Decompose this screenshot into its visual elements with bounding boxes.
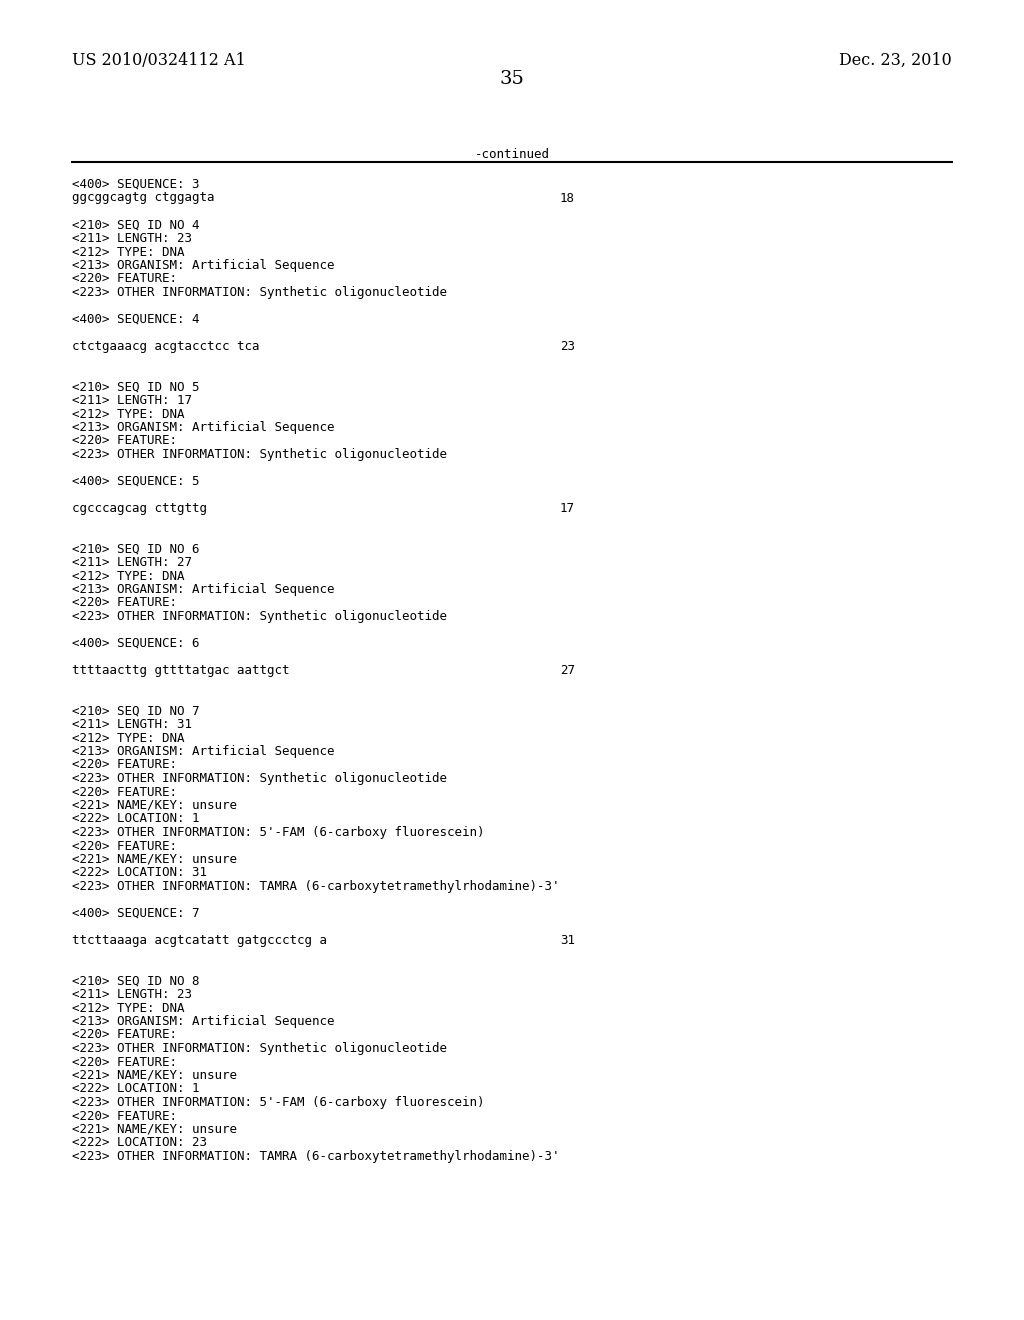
Text: <222> LOCATION: 23: <222> LOCATION: 23: [72, 1137, 207, 1150]
Text: <223> OTHER INFORMATION: Synthetic oligonucleotide: <223> OTHER INFORMATION: Synthetic oligo…: [72, 286, 447, 300]
Text: <223> OTHER INFORMATION: 5'-FAM (6-carboxy fluorescein): <223> OTHER INFORMATION: 5'-FAM (6-carbo…: [72, 1096, 484, 1109]
Text: <223> OTHER INFORMATION: Synthetic oligonucleotide: <223> OTHER INFORMATION: Synthetic oligo…: [72, 610, 447, 623]
Text: <222> LOCATION: 1: <222> LOCATION: 1: [72, 1082, 200, 1096]
Text: <211> LENGTH: 23: <211> LENGTH: 23: [72, 232, 193, 246]
Text: <221> NAME/KEY: unsure: <221> NAME/KEY: unsure: [72, 799, 237, 812]
Text: 23: 23: [560, 341, 575, 352]
Text: US 2010/0324112 A1: US 2010/0324112 A1: [72, 51, 246, 69]
Text: <220> FEATURE:: <220> FEATURE:: [72, 840, 177, 853]
Text: 17: 17: [560, 502, 575, 515]
Text: ttttaacttg gttttatgac aattgct: ttttaacttg gttttatgac aattgct: [72, 664, 290, 677]
Text: <220> FEATURE:: <220> FEATURE:: [72, 272, 177, 285]
Text: 18: 18: [560, 191, 575, 205]
Text: <213> ORGANISM: Artificial Sequence: <213> ORGANISM: Artificial Sequence: [72, 1015, 335, 1028]
Text: <212> TYPE: DNA: <212> TYPE: DNA: [72, 569, 184, 582]
Text: 27: 27: [560, 664, 575, 677]
Text: <210> SEQ ID NO 7: <210> SEQ ID NO 7: [72, 705, 200, 718]
Text: <213> ORGANISM: Artificial Sequence: <213> ORGANISM: Artificial Sequence: [72, 744, 335, 758]
Text: <210> SEQ ID NO 6: <210> SEQ ID NO 6: [72, 543, 200, 556]
Text: 35: 35: [500, 70, 524, 88]
Text: <211> LENGTH: 17: <211> LENGTH: 17: [72, 393, 193, 407]
Text: <210> SEQ ID NO 4: <210> SEQ ID NO 4: [72, 219, 200, 231]
Text: <223> OTHER INFORMATION: Synthetic oligonucleotide: <223> OTHER INFORMATION: Synthetic oligo…: [72, 1041, 447, 1055]
Text: <400> SEQUENCE: 4: <400> SEQUENCE: 4: [72, 313, 200, 326]
Text: <213> ORGANISM: Artificial Sequence: <213> ORGANISM: Artificial Sequence: [72, 421, 335, 434]
Text: <400> SEQUENCE: 6: <400> SEQUENCE: 6: [72, 638, 200, 649]
Text: <222> LOCATION: 31: <222> LOCATION: 31: [72, 866, 207, 879]
Text: ctctgaaacg acgtacctcc tca: ctctgaaacg acgtacctcc tca: [72, 341, 259, 352]
Text: <400> SEQUENCE: 7: <400> SEQUENCE: 7: [72, 907, 200, 920]
Text: 31: 31: [560, 935, 575, 946]
Text: <220> FEATURE:: <220> FEATURE:: [72, 785, 177, 799]
Text: <223> OTHER INFORMATION: 5'-FAM (6-carboxy fluorescein): <223> OTHER INFORMATION: 5'-FAM (6-carbo…: [72, 826, 484, 840]
Text: <213> ORGANISM: Artificial Sequence: <213> ORGANISM: Artificial Sequence: [72, 583, 335, 597]
Text: <213> ORGANISM: Artificial Sequence: <213> ORGANISM: Artificial Sequence: [72, 259, 335, 272]
Text: <210> SEQ ID NO 5: <210> SEQ ID NO 5: [72, 380, 200, 393]
Text: <400> SEQUENCE: 3: <400> SEQUENCE: 3: [72, 178, 200, 191]
Text: <212> TYPE: DNA: <212> TYPE: DNA: [72, 408, 184, 421]
Text: <220> FEATURE:: <220> FEATURE:: [72, 434, 177, 447]
Text: <212> TYPE: DNA: <212> TYPE: DNA: [72, 1002, 184, 1015]
Text: <222> LOCATION: 1: <222> LOCATION: 1: [72, 813, 200, 825]
Text: <212> TYPE: DNA: <212> TYPE: DNA: [72, 731, 184, 744]
Text: <220> FEATURE:: <220> FEATURE:: [72, 759, 177, 771]
Text: <223> OTHER INFORMATION: TAMRA (6-carboxytetramethylrhodamine)-3': <223> OTHER INFORMATION: TAMRA (6-carbox…: [72, 1150, 559, 1163]
Text: Dec. 23, 2010: Dec. 23, 2010: [840, 51, 952, 69]
Text: <220> FEATURE:: <220> FEATURE:: [72, 1056, 177, 1068]
Text: <223> OTHER INFORMATION: Synthetic oligonucleotide: <223> OTHER INFORMATION: Synthetic oligo…: [72, 447, 447, 461]
Text: <220> FEATURE:: <220> FEATURE:: [72, 597, 177, 610]
Text: <210> SEQ ID NO 8: <210> SEQ ID NO 8: [72, 974, 200, 987]
Text: <211> LENGTH: 27: <211> LENGTH: 27: [72, 556, 193, 569]
Text: <220> FEATURE:: <220> FEATURE:: [72, 1028, 177, 1041]
Text: ttcttaaaga acgtcatatt gatgccctcg a: ttcttaaaga acgtcatatt gatgccctcg a: [72, 935, 327, 946]
Text: <211> LENGTH: 31: <211> LENGTH: 31: [72, 718, 193, 731]
Text: <221> NAME/KEY: unsure: <221> NAME/KEY: unsure: [72, 1069, 237, 1082]
Text: <221> NAME/KEY: unsure: <221> NAME/KEY: unsure: [72, 853, 237, 866]
Text: cgcccagcag cttgttg: cgcccagcag cttgttg: [72, 502, 207, 515]
Text: <220> FEATURE:: <220> FEATURE:: [72, 1110, 177, 1122]
Text: -continued: -continued: [474, 148, 550, 161]
Text: <223> OTHER INFORMATION: TAMRA (6-carboxytetramethylrhodamine)-3': <223> OTHER INFORMATION: TAMRA (6-carbox…: [72, 880, 559, 894]
Text: <212> TYPE: DNA: <212> TYPE: DNA: [72, 246, 184, 259]
Text: <223> OTHER INFORMATION: Synthetic oligonucleotide: <223> OTHER INFORMATION: Synthetic oligo…: [72, 772, 447, 785]
Text: <211> LENGTH: 23: <211> LENGTH: 23: [72, 987, 193, 1001]
Text: <400> SEQUENCE: 5: <400> SEQUENCE: 5: [72, 475, 200, 488]
Text: <221> NAME/KEY: unsure: <221> NAME/KEY: unsure: [72, 1123, 237, 1137]
Text: ggcggcagtg ctggagta: ggcggcagtg ctggagta: [72, 191, 214, 205]
